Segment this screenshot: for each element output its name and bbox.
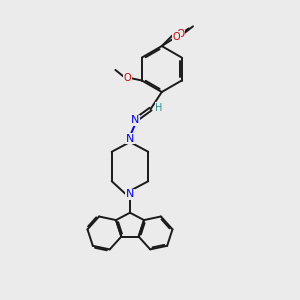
Text: N: N (126, 134, 134, 143)
Text: O: O (124, 73, 132, 83)
Text: O: O (176, 29, 185, 39)
Text: N: N (131, 115, 140, 125)
Text: H: H (155, 103, 163, 112)
Text: O: O (173, 32, 180, 42)
Text: N: N (126, 190, 134, 200)
